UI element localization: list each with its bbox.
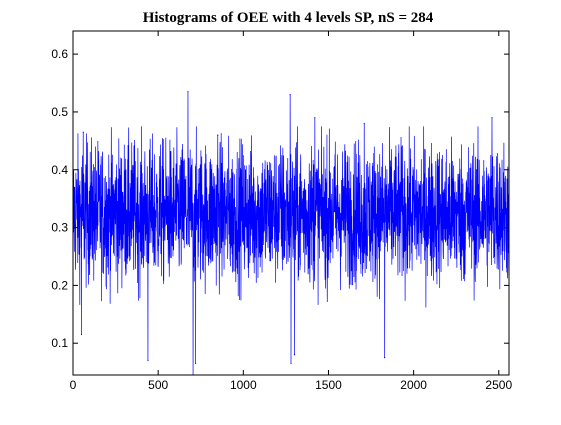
x-tick-label: 2500 (485, 378, 512, 392)
series-point (289, 93, 291, 96)
x-tick-label: 2000 (400, 378, 427, 392)
series-line (72, 91, 510, 376)
x-tick-label: 1500 (315, 378, 342, 392)
y-tick-label: 0.4 (51, 163, 68, 177)
x-tick-label: 500 (148, 378, 168, 392)
series-point (314, 117, 316, 119)
x-tick-label: 1000 (230, 378, 257, 392)
x-axis-ticks: 0 500 1000 1500 2000 2500 (70, 31, 512, 392)
series-point (293, 354, 296, 356)
series-point (363, 122, 365, 125)
y-tick-label: 0.6 (51, 47, 68, 61)
series-point (491, 117, 493, 119)
series-point (217, 134, 219, 136)
series-point (187, 91, 189, 93)
series-point (195, 362, 197, 365)
y-tick-label: 0.1 (51, 336, 68, 350)
plot-border (72, 30, 510, 376)
y-tick-label: 0.5 (51, 105, 68, 119)
chart-title: Histograms of OEE with 4 levels SP, nS =… (143, 10, 434, 26)
series-point (80, 333, 83, 336)
y-tick-label: 0.2 (51, 278, 68, 292)
x-tick-label: 0 (70, 378, 77, 392)
y-axis-ticks: 0.1 0.2 0.3 0.4 0.5 0.6 (51, 47, 509, 350)
series-point (147, 359, 149, 362)
y-tick-label: 0.3 (51, 221, 68, 235)
series-point (290, 362, 292, 365)
series-point (82, 131, 84, 133)
series-point (384, 357, 386, 359)
